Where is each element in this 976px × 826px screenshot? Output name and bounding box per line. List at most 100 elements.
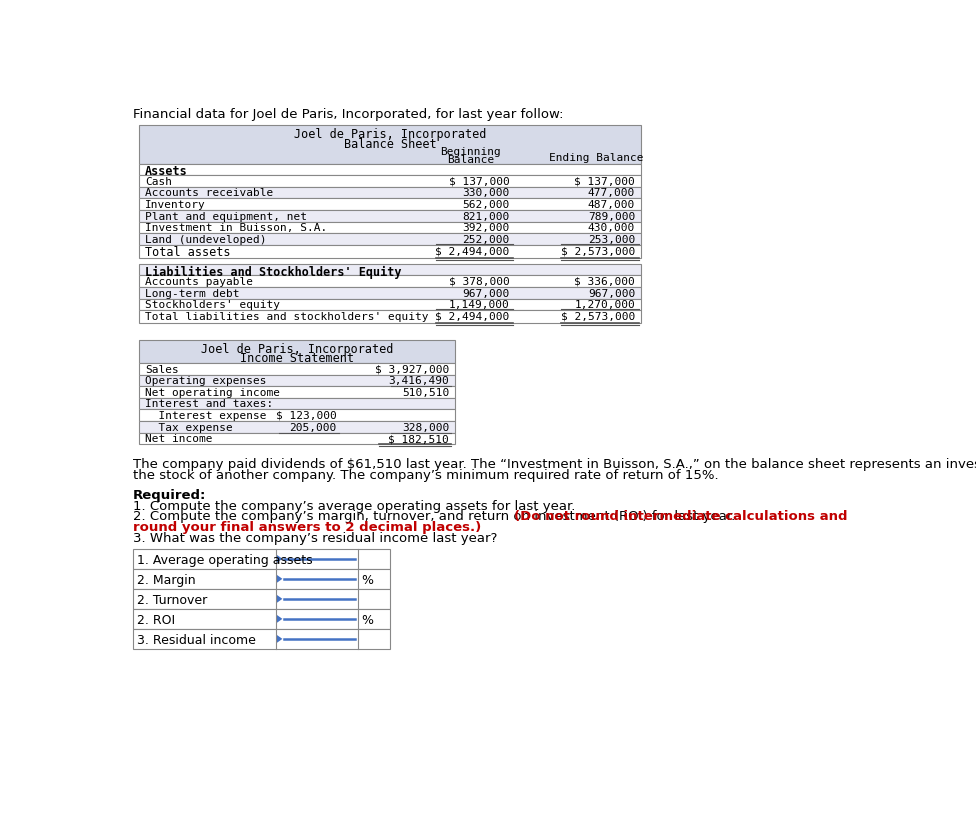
Bar xyxy=(139,164,641,175)
Bar xyxy=(139,221,641,233)
Text: $ 336,000: $ 336,000 xyxy=(574,277,635,287)
Bar xyxy=(139,263,641,275)
Text: 2. Compute the company’s margin, turnover, and return on investment (ROI) for la: 2. Compute the company’s margin, turnove… xyxy=(133,510,740,524)
Text: 562,000: 562,000 xyxy=(463,200,509,210)
Text: 3. Residual income: 3. Residual income xyxy=(137,634,256,648)
Text: Net operating income: Net operating income xyxy=(145,388,280,398)
Polygon shape xyxy=(277,635,282,643)
Bar xyxy=(139,233,641,244)
Bar xyxy=(133,629,390,649)
Bar xyxy=(139,410,455,421)
Polygon shape xyxy=(277,555,282,563)
Bar xyxy=(139,287,641,298)
Bar xyxy=(139,421,455,433)
Bar xyxy=(139,340,455,363)
Bar xyxy=(139,210,641,221)
Bar xyxy=(139,298,641,310)
Bar xyxy=(139,375,455,387)
Bar xyxy=(139,198,641,210)
Bar xyxy=(139,340,455,363)
Text: $ 182,510: $ 182,510 xyxy=(388,434,449,444)
Text: Sales: Sales xyxy=(145,365,179,375)
Text: $ 123,000: $ 123,000 xyxy=(276,411,337,421)
Bar xyxy=(139,244,641,258)
Bar xyxy=(139,433,455,444)
Text: $ 2,494,000: $ 2,494,000 xyxy=(435,246,509,256)
Bar xyxy=(139,175,641,187)
Bar xyxy=(133,589,390,609)
Bar xyxy=(139,363,455,375)
Text: 3,416,490: 3,416,490 xyxy=(388,377,449,387)
Text: Financial data for Joel de Paris, Incorporated, for last year follow:: Financial data for Joel de Paris, Incorp… xyxy=(133,108,563,121)
Text: Long-term debt: Long-term debt xyxy=(145,288,240,298)
Bar xyxy=(139,187,641,198)
Bar xyxy=(139,287,641,298)
Text: Liabilities and Stockholders' Equity: Liabilities and Stockholders' Equity xyxy=(145,265,402,278)
Text: 477,000: 477,000 xyxy=(588,188,635,198)
Text: Interest expense: Interest expense xyxy=(145,411,266,421)
Text: Interest and taxes:: Interest and taxes: xyxy=(145,400,273,410)
Text: Income Statement: Income Statement xyxy=(240,353,354,365)
Text: 2. Margin: 2. Margin xyxy=(137,574,195,587)
Polygon shape xyxy=(277,575,282,582)
Text: 1. Compute the company’s average operating assets for last year.: 1. Compute the company’s average operati… xyxy=(133,500,575,512)
Text: $ 378,000: $ 378,000 xyxy=(449,277,509,287)
Text: 2. Turnover: 2. Turnover xyxy=(137,594,207,607)
Bar xyxy=(139,263,641,275)
Bar xyxy=(133,569,390,589)
Bar xyxy=(133,548,390,569)
Bar xyxy=(139,363,455,375)
Text: Tax expense: Tax expense xyxy=(145,423,233,433)
Polygon shape xyxy=(277,615,282,623)
Text: $ 2,573,000: $ 2,573,000 xyxy=(561,311,635,321)
Text: round your final answers to 2 decimal places.): round your final answers to 2 decimal pl… xyxy=(133,521,481,534)
Text: $ 137,000: $ 137,000 xyxy=(449,177,509,187)
Text: 1. Average operating assets: 1. Average operating assets xyxy=(137,554,312,567)
Text: $ 2,494,000: $ 2,494,000 xyxy=(435,311,509,321)
Bar xyxy=(139,387,455,398)
Text: Operating expenses: Operating expenses xyxy=(145,377,266,387)
Text: 392,000: 392,000 xyxy=(463,223,509,233)
Text: 3. What was the company’s residual income last year?: 3. What was the company’s residual incom… xyxy=(133,532,497,545)
Bar xyxy=(139,126,641,164)
Text: Required:: Required: xyxy=(133,489,206,501)
Bar xyxy=(139,433,455,444)
Text: $ 3,927,000: $ 3,927,000 xyxy=(375,365,449,375)
Text: 330,000: 330,000 xyxy=(463,188,509,198)
Text: Beginning: Beginning xyxy=(440,147,501,157)
Text: Assets: Assets xyxy=(145,165,188,178)
Text: 821,000: 821,000 xyxy=(463,211,509,221)
Text: Stockholders' equity: Stockholders' equity xyxy=(145,300,280,310)
Text: 1,270,000: 1,270,000 xyxy=(574,300,635,310)
Bar xyxy=(139,421,455,433)
Bar xyxy=(139,310,641,323)
Text: %: % xyxy=(361,574,374,587)
Text: $ 2,573,000: $ 2,573,000 xyxy=(561,246,635,256)
Bar xyxy=(139,210,641,221)
Text: Accounts receivable: Accounts receivable xyxy=(145,188,273,198)
Text: 430,000: 430,000 xyxy=(588,223,635,233)
Text: 252,000: 252,000 xyxy=(463,235,509,244)
Text: (Do not round intermediate calculations and: (Do not round intermediate calculations … xyxy=(513,510,847,524)
Text: 967,000: 967,000 xyxy=(463,288,509,298)
Text: Joel de Paris, Incorporated: Joel de Paris, Incorporated xyxy=(294,128,486,141)
Bar xyxy=(139,198,641,210)
Text: Accounts payable: Accounts payable xyxy=(145,277,253,287)
Bar xyxy=(139,398,455,410)
Polygon shape xyxy=(277,595,282,603)
Text: Plant and equipment, net: Plant and equipment, net xyxy=(145,211,307,221)
Bar xyxy=(139,398,455,410)
Text: 487,000: 487,000 xyxy=(588,200,635,210)
Text: 253,000: 253,000 xyxy=(588,235,635,244)
Text: Land (undeveloped): Land (undeveloped) xyxy=(145,235,266,244)
Text: the stock of another company. The company’s minimum required rate of return of 1: the stock of another company. The compan… xyxy=(133,468,718,482)
Text: Joel de Paris, Incorporated: Joel de Paris, Incorporated xyxy=(201,344,393,356)
Bar xyxy=(139,375,455,387)
Text: 789,000: 789,000 xyxy=(588,211,635,221)
Bar xyxy=(139,175,641,187)
Text: Balance: Balance xyxy=(447,154,495,164)
Text: Inventory: Inventory xyxy=(145,200,206,210)
Text: 205,000: 205,000 xyxy=(290,423,337,433)
Bar xyxy=(139,244,641,258)
Text: 1,149,000: 1,149,000 xyxy=(449,300,509,310)
